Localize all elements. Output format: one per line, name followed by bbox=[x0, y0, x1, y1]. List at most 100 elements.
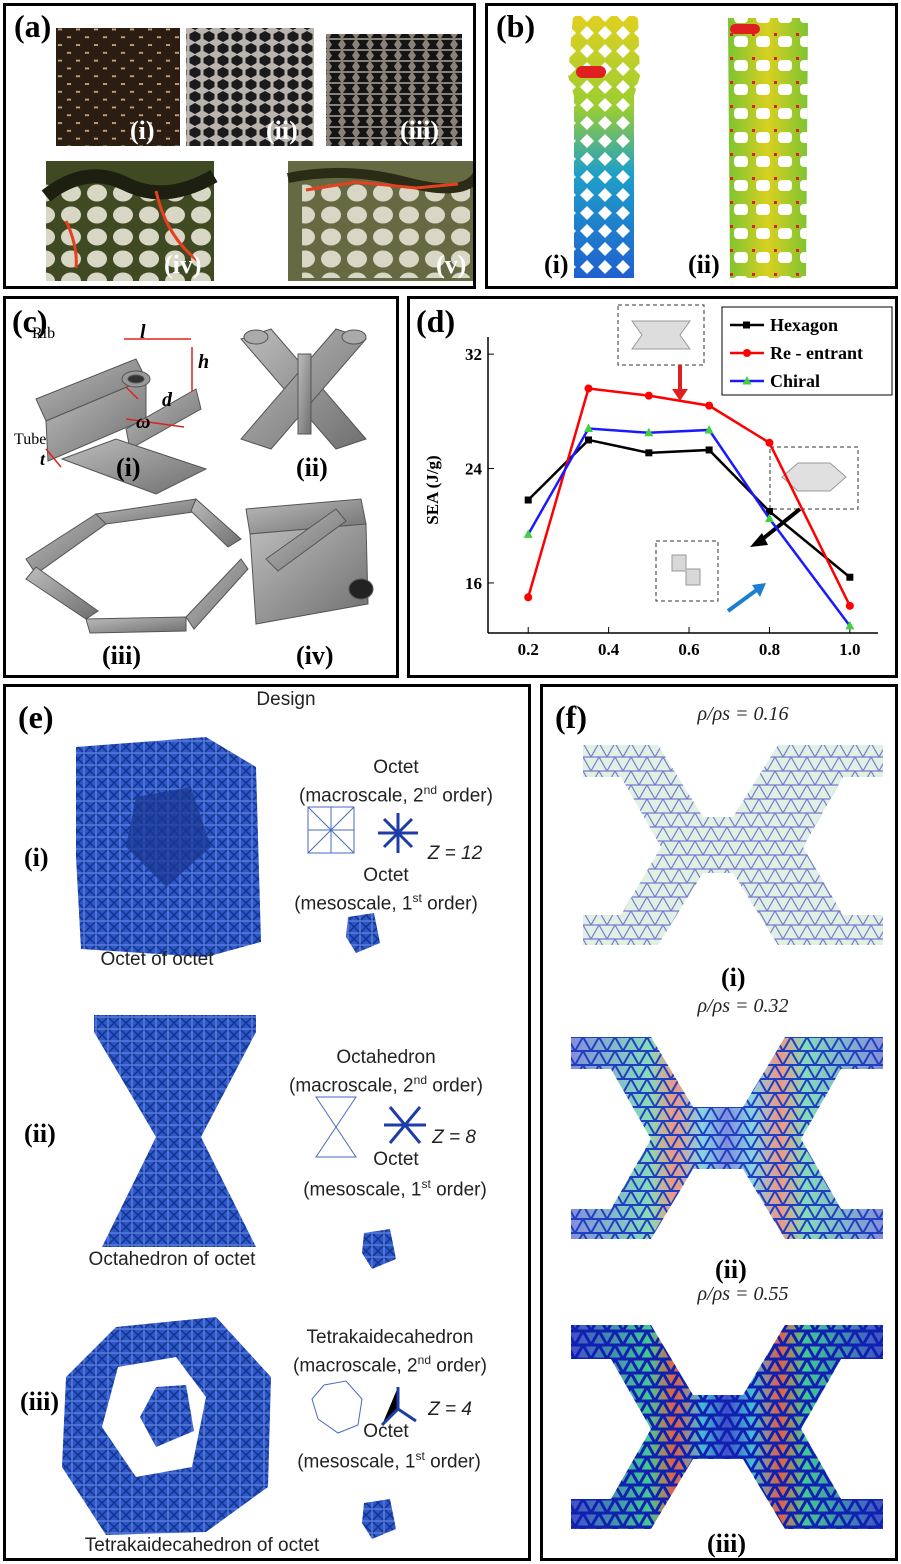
x-tick-label-2: 0.6 bbox=[678, 640, 699, 659]
panel-c-sub-iv: (iv) bbox=[296, 641, 334, 670]
z4-star bbox=[380, 1387, 417, 1427]
legend-label-0: Hexagon bbox=[770, 315, 838, 335]
point-0-5 bbox=[846, 573, 854, 581]
point-1-5 bbox=[845, 601, 854, 610]
panel-a-sub-v: (v) bbox=[436, 250, 467, 279]
panel-e-sub-iii: (iii) bbox=[20, 1387, 59, 1416]
meso-octet-small-3 bbox=[362, 1499, 396, 1539]
panel-d-label: (d) bbox=[416, 303, 456, 339]
row-iii-macro-name: Tetrakaidecahedron bbox=[306, 1327, 474, 1348]
point-1-4 bbox=[765, 438, 774, 447]
cell-i-shape bbox=[35, 358, 208, 495]
inset-chiral-shape bbox=[671, 554, 701, 586]
panel-f-sub-ii: (ii) bbox=[715, 1255, 747, 1284]
legend-label-2: Chiral bbox=[770, 371, 820, 391]
panel-b-sub-ii: (ii) bbox=[688, 250, 720, 279]
row-i-macro-scale: (macroscale, 2nd order) bbox=[299, 783, 493, 807]
panel-c-sub-ii: (ii) bbox=[296, 453, 328, 482]
legend-label-1: Re - entrant bbox=[770, 343, 863, 363]
x-tick-label-3: 0.8 bbox=[759, 640, 780, 659]
row-iii-caption: Tetrakaidecahedron of octet bbox=[84, 1535, 320, 1556]
point-2-1 bbox=[584, 423, 594, 433]
octet-models bbox=[62, 737, 426, 1539]
panel-b-sub-i: (i) bbox=[544, 250, 569, 279]
panel-f: (f) bbox=[540, 684, 898, 1561]
chart-axes: 0.2 0.4 0.6 0.8 1.0 16 24 32 SEA (J/g) bbox=[423, 337, 878, 659]
row-ii-meso-name: Octet bbox=[373, 1149, 419, 1170]
point-2-0 bbox=[523, 529, 533, 538]
point-1-0 bbox=[524, 593, 533, 602]
x-tick-label-4: 1.0 bbox=[839, 640, 860, 659]
series-line-2 bbox=[527, 427, 851, 627]
panel-f-sub-i: (i) bbox=[721, 963, 746, 992]
tube-annotation: Tube bbox=[14, 431, 47, 448]
row-ii-macro-scale: (macroscale, 2nd order) bbox=[289, 1073, 483, 1097]
rib-annotation: Rib bbox=[32, 325, 56, 342]
honeycomb-photos bbox=[41, 28, 473, 281]
macro-octahedron-wire bbox=[315, 1096, 357, 1158]
y-tick-label-1: 24 bbox=[465, 460, 483, 479]
density-ii: ρ/ρs = 0.32 bbox=[697, 995, 789, 1017]
y-tick-label-0: 16 bbox=[465, 574, 482, 593]
row-i-caption: Octet of octet bbox=[100, 949, 214, 970]
panel-f-label: (f) bbox=[555, 699, 587, 735]
panel-c-label: (c) bbox=[12, 303, 48, 339]
panel-a-sub-ii: (ii) bbox=[266, 116, 298, 145]
panel-e-sub-ii: (ii) bbox=[24, 1119, 56, 1148]
h-annotation: h bbox=[198, 351, 210, 373]
panel-b-label: (b) bbox=[496, 8, 536, 44]
row-ii-meso-scale: (mesoscale, 1st order) bbox=[303, 1177, 487, 1201]
point-2-5 bbox=[845, 620, 855, 630]
panel-e: (e) Design bbox=[3, 684, 531, 1561]
sea-line-chart: 0.2 0.4 0.6 0.8 1.0 16 24 32 SEA (J/g) Hexagon Re… bbox=[423, 304, 893, 659]
w-annotation: ω bbox=[136, 411, 151, 433]
series-line-0 bbox=[527, 438, 851, 579]
point-1-3 bbox=[705, 401, 714, 410]
chart-legend: Hexagon Re - entrant Chiral bbox=[721, 306, 893, 396]
d-annotation: d bbox=[162, 389, 172, 411]
row-iii-meso-name: Octet bbox=[363, 1421, 409, 1442]
bowtie-lattices bbox=[571, 745, 883, 1529]
point-0-4 bbox=[765, 507, 773, 515]
row-i-meso-name: Octet bbox=[363, 865, 409, 886]
y-axis-label: SEA (J/g) bbox=[423, 455, 442, 524]
cell-iv-shape bbox=[245, 498, 374, 625]
y-tick-label-2: 32 bbox=[465, 345, 482, 364]
panel-d: 0.2 0.4 0.6 0.8 1.0 16 24 32 SEA (J/g) Hexagon Re… bbox=[407, 296, 898, 678]
row-iii-macro-scale: (macroscale, 2nd order) bbox=[293, 1353, 487, 1377]
density-iii: ρ/ρs = 0.55 bbox=[697, 1283, 789, 1305]
point-0-3 bbox=[705, 446, 713, 454]
point-0-2 bbox=[645, 449, 653, 457]
panel-c: (c) Rib Tube l h d ω t (i) (ii) (iii) (i… bbox=[3, 296, 399, 678]
z8-star bbox=[384, 1106, 426, 1144]
panel-e-title: Design bbox=[256, 689, 316, 710]
panel-a-label: (a) bbox=[14, 8, 52, 44]
chart-series bbox=[523, 384, 855, 630]
macro-tetrakaidecahedron-wire bbox=[311, 1380, 363, 1434]
t-annotation: t bbox=[40, 449, 46, 469]
cell-iii-shape bbox=[25, 498, 249, 634]
density-i: ρ/ρs = 0.16 bbox=[697, 703, 789, 725]
row-ii-caption: Octahedron of octet bbox=[88, 1249, 256, 1270]
row-i-z: Z = 12 bbox=[427, 843, 483, 864]
panel-c-sub-iii: (iii) bbox=[102, 641, 141, 670]
cell-ii-shape bbox=[240, 328, 367, 450]
series-line-1 bbox=[527, 387, 851, 607]
row-ii-z: Z = 8 bbox=[432, 1127, 476, 1148]
point-1-2 bbox=[644, 391, 653, 400]
l-annotation: l bbox=[140, 321, 146, 343]
meso-octet-small-2 bbox=[362, 1229, 396, 1269]
row-iii-meso-scale: (mesoscale, 1st order) bbox=[297, 1449, 481, 1473]
legend-marker-2 bbox=[742, 376, 752, 385]
inset-hexagon-shape bbox=[781, 462, 847, 492]
legend-marker-1 bbox=[743, 349, 751, 357]
panel-a-sub-i: (i) bbox=[130, 116, 155, 145]
point-2-2 bbox=[644, 427, 654, 437]
chart-insets bbox=[617, 304, 859, 613]
row-iii-z: Z = 4 bbox=[428, 1399, 472, 1420]
panel-b: (b) (i) (ii) bbox=[485, 3, 898, 289]
panel-f-sub-iii: (iii) bbox=[707, 1529, 746, 1558]
panel-a-sub-iv: (iv) bbox=[164, 250, 202, 279]
octahedron-of-octet-model bbox=[94, 1015, 256, 1247]
meso-octet-small-1 bbox=[346, 913, 380, 953]
